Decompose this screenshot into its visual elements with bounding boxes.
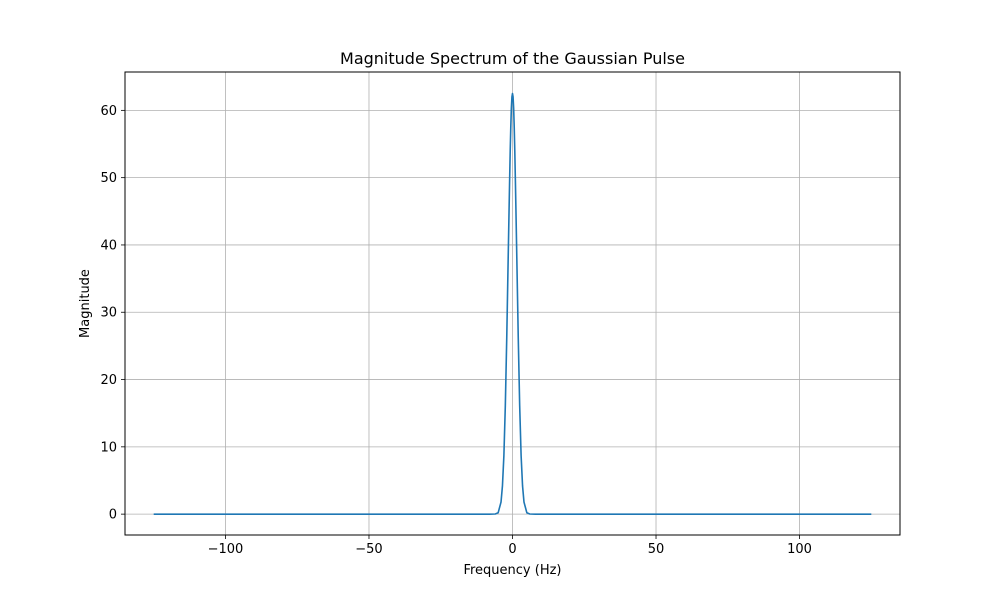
x-axis-ticks: −100 −50 0 50 100 [208, 535, 812, 557]
x-tick-label: −100 [208, 542, 244, 557]
x-tick-label: 100 [787, 542, 812, 557]
y-axis-label: Magnitude [78, 269, 93, 338]
x-tick-label: 50 [648, 542, 665, 557]
y-tick-label: 0 [109, 508, 117, 523]
y-tick-label: 40 [100, 238, 117, 253]
y-axis-ticks: 0 10 20 30 40 50 60 [100, 104, 125, 523]
grid-lines [125, 72, 900, 535]
x-axis-label: Frequency (Hz) [463, 563, 561, 578]
y-tick-label: 30 [100, 306, 117, 321]
x-tick-label: −50 [355, 542, 382, 557]
y-tick-label: 50 [100, 171, 117, 186]
y-tick-label: 60 [100, 104, 117, 119]
y-tick-label: 20 [100, 373, 117, 388]
y-tick-label: 10 [100, 440, 117, 455]
series-layer [153, 92, 872, 515]
x-tick-label: 0 [508, 542, 516, 557]
series-line [153, 92, 872, 515]
chart-title: Magnitude Spectrum of the Gaussian Pulse [340, 49, 685, 68]
